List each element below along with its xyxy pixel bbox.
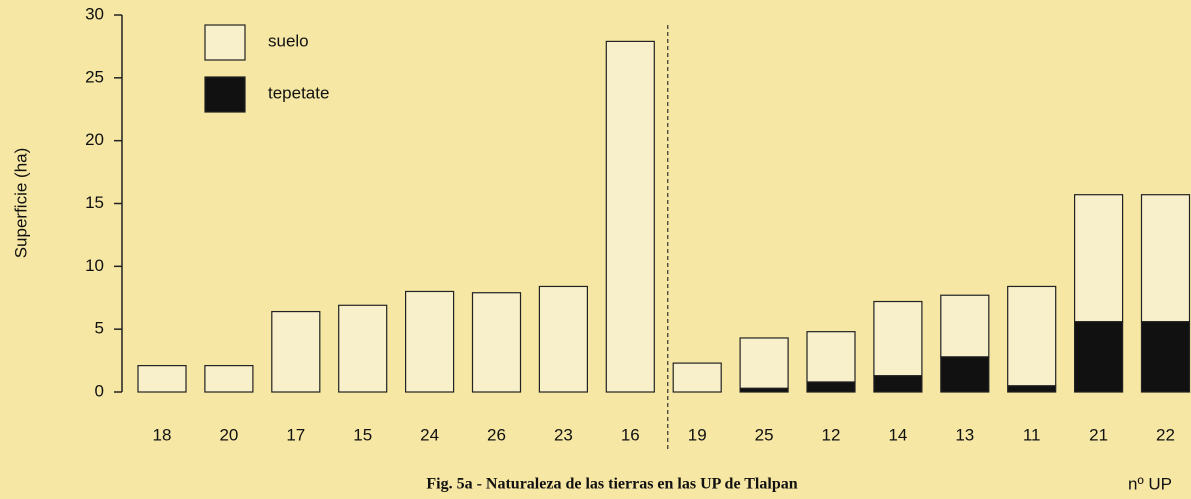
- x-axis-label: nº UP: [1128, 474, 1172, 493]
- bar-segment: [137, 365, 187, 393]
- bar-segment: [471, 292, 522, 393]
- legend-label: suelo: [268, 31, 309, 50]
- y-axis-label: Superficie (ha): [11, 148, 30, 259]
- x-tick-label: 13: [955, 425, 974, 444]
- bar-segment: [806, 381, 856, 393]
- bar-segment: [1007, 385, 1057, 393]
- x-tick-label: 23: [554, 425, 573, 444]
- y-tick-label: 5: [95, 319, 104, 338]
- bar-segment: [873, 300, 923, 377]
- legend-swatch: [204, 24, 246, 61]
- x-tick-label: 15: [353, 425, 372, 444]
- y-tick-label: 10: [85, 256, 104, 275]
- bar-segment: [204, 365, 254, 393]
- x-tick-label: 11: [1023, 425, 1041, 444]
- bar-segment: [271, 310, 321, 393]
- x-tick-label: 21: [1089, 425, 1108, 444]
- x-tick-label: 12: [822, 425, 841, 444]
- legend-label: tepetate: [268, 83, 329, 102]
- x-tick-label: 25: [755, 425, 774, 444]
- y-tick-label: 15: [85, 193, 104, 212]
- bar-segment: [538, 285, 589, 393]
- x-tick-label: 20: [219, 425, 238, 444]
- x-tick-label: 19: [688, 425, 707, 444]
- bar-segment: [739, 337, 789, 389]
- bar-segment: [873, 375, 923, 393]
- x-tick-label: 18: [153, 425, 172, 444]
- bar-segment: [1140, 194, 1191, 323]
- caption: Fig. 5a - Naturaleza de las tierras en l…: [426, 476, 797, 493]
- bar-segment: [1073, 194, 1124, 323]
- legend-swatch: [204, 76, 246, 113]
- y-tick-label: 0: [95, 381, 104, 400]
- x-tick-label: 16: [621, 425, 640, 444]
- bar-segment: [940, 356, 990, 393]
- bar-segment: [1140, 321, 1191, 393]
- bar-segment: [605, 40, 655, 393]
- bar-segment: [1073, 321, 1124, 393]
- bar-segment: [672, 362, 722, 393]
- bar-segment: [338, 304, 388, 393]
- x-tick-label: 24: [420, 425, 439, 444]
- x-tick-label: 26: [487, 425, 506, 444]
- bar-segment: [1007, 285, 1057, 387]
- x-tick-label: 22: [1156, 425, 1175, 444]
- y-tick-label: 20: [85, 130, 104, 149]
- bar-segment: [806, 331, 856, 383]
- y-tick-label: 25: [85, 67, 104, 86]
- bar-segment: [405, 290, 455, 393]
- x-tick-label: 17: [286, 425, 305, 444]
- y-tick-label: 30: [85, 4, 104, 23]
- bar-segment: [940, 294, 990, 358]
- x-tick-label: 14: [888, 425, 907, 444]
